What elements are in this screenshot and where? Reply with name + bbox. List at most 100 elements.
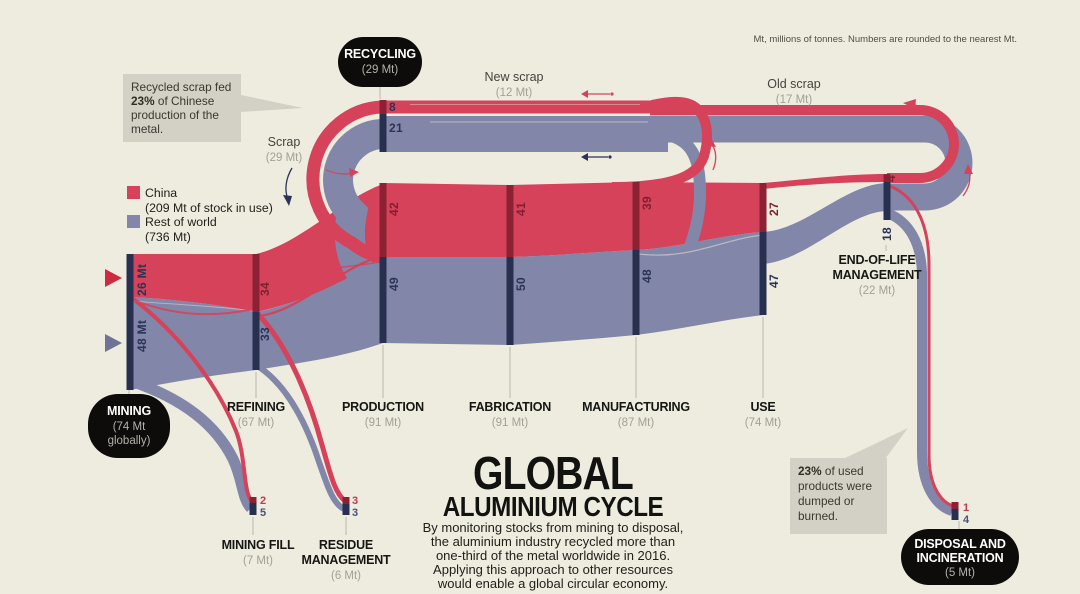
callout1-line2: 23% of Chinese — [131, 94, 215, 108]
label-manufacturing: MANUFACTURING — [582, 400, 690, 414]
flow-mining-to-mining-fill — [129, 296, 256, 512]
value-use-china: 27 — [767, 202, 781, 216]
title-p1: By monitoring stocks from mining to disp… — [423, 520, 684, 535]
label-refining-sub: (67 Mt) — [238, 417, 275, 429]
value-manufacturing-rest: 48 — [640, 269, 654, 283]
flow-manufacturing-use-rest — [636, 232, 763, 335]
flow-mining-refining-rest — [130, 297, 256, 390]
arrow-scrap-inner — [325, 168, 359, 177]
node-bar-mining-fill-china — [249, 497, 257, 503]
direction-arrows — [283, 90, 973, 206]
label-residue-1: RESIDUE — [319, 538, 373, 552]
value-use-rest: 47 — [767, 274, 781, 288]
node-bar-mining — [126, 254, 134, 390]
arrow-old-scrap-turn — [962, 164, 973, 197]
node-bar-recycling-rest — [379, 114, 387, 152]
arrow-new-scrap-left-china — [581, 90, 614, 98]
node-bar-manufacturing-china — [632, 182, 640, 250]
flow-refining-to-residue — [256, 312, 347, 512]
value-mining-rest: 48 Mt — [135, 320, 149, 352]
node-bars — [126, 100, 959, 520]
title-block: GLOBAL ALUMINIUM CYCLE By monitoring sto… — [423, 448, 684, 591]
pill-disposal: DISPOSAL AND INCINERATION (5 Mt) — [901, 529, 1019, 585]
label-manufacturing-sub: (87 Mt) — [618, 417, 655, 429]
arrow-scrap-down — [283, 167, 293, 206]
node-bar-disposal-rest — [951, 509, 959, 520]
value-refining-china: 34 — [258, 282, 272, 296]
units-note: Mt, millions of tonnes. Numbers are roun… — [754, 34, 1018, 45]
pill-recycling-label: RECYCLING — [344, 47, 416, 61]
label-eol-1: END-OF-LIFE — [839, 253, 916, 267]
label-new-scrap: New scrap — [484, 70, 543, 84]
flow-use-eol-china — [763, 174, 887, 189]
node-bar-eol-china — [883, 174, 891, 182]
node-bar-residue-rest — [342, 504, 350, 515]
callout2-line3: dumped or — [798, 494, 854, 508]
callout-dumped-burned: 23% of used products were dumped or burn… — [790, 428, 908, 534]
pill-recycling: RECYCLING (29 Mt) — [338, 37, 422, 87]
title-line2: ALUMINIUM CYCLE — [443, 493, 664, 523]
legend-swatch-rest — [127, 215, 140, 228]
title-line1: GLOBAL — [473, 448, 633, 500]
label-fabrication: FABRICATION — [469, 400, 551, 414]
label-residue-2: MANAGEMENT — [302, 553, 392, 567]
label-scrap-sub: (29 Mt) — [266, 152, 303, 164]
callout2-line2: products were — [798, 479, 873, 493]
leader-lines — [128, 87, 960, 535]
value-mining-china: 26 Mt — [135, 264, 149, 296]
node-bar-refining-rest — [252, 312, 260, 370]
node-bar-disposal-china — [951, 502, 959, 509]
label-eol-sub: (22 Mt) — [859, 285, 896, 297]
label-mining-fill-sub: (7 Mt) — [243, 555, 273, 567]
node-bar-fabrication-rest — [506, 257, 514, 345]
label-production: PRODUCTION — [342, 400, 424, 414]
pill-mining-label: MINING — [107, 404, 151, 418]
value-mining-fill-china: 2 — [260, 495, 266, 507]
flow-production-fabrication-rest — [383, 257, 510, 345]
pill-disposal-label1: DISPOSAL AND — [914, 537, 1006, 551]
pill-disposal-label2: INCINERATION — [917, 551, 1004, 565]
callout2-line1: 23% of used — [798, 464, 864, 478]
node-bar-fabrication-china — [506, 185, 514, 257]
label-use: USE — [750, 400, 775, 414]
label-mining-fill: MINING FILL — [222, 538, 295, 552]
flow-trade-crossings — [132, 255, 382, 318]
title-p4: Applying this approach to other resource… — [433, 562, 673, 577]
callout1-line3: production of the — [131, 108, 219, 122]
value-mining-fill-rest: 5 — [260, 507, 266, 519]
flow-production-fabrication-china — [383, 183, 510, 257]
flow-new-scrap-return — [611, 96, 712, 255]
value-residue-china: 3 — [352, 495, 358, 507]
value-eol-china: 4 — [884, 175, 898, 182]
value-disposal-rest: 4 — [963, 514, 970, 526]
flow-labels: Scrap (29 Mt) New scrap (12 Mt) Old scra… — [266, 70, 821, 164]
value-fabrication-china: 41 — [514, 202, 528, 216]
node-bar-use-rest — [759, 232, 767, 315]
value-production-china: 42 — [387, 202, 401, 216]
node-bar-residue-china — [342, 497, 350, 504]
value-eol-rest: 18 — [880, 227, 894, 241]
arrow-new-scrap-up — [707, 136, 717, 171]
label-eol-2: MANAGEMENT — [833, 268, 923, 282]
flow-fabrication-manufacturing-china — [510, 182, 636, 257]
input-marker-china-icon — [105, 269, 122, 287]
pill-mining-sub2: globally) — [108, 435, 151, 447]
value-recycling-china: 8 — [389, 100, 396, 114]
node-bar-refining-china — [252, 254, 260, 312]
node-bar-eol-rest — [883, 182, 891, 220]
flow-separators — [132, 104, 763, 312]
value-production-rest: 49 — [387, 277, 401, 291]
label-fabrication-sub: (91 Mt) — [492, 417, 529, 429]
arrow-old-scrap-top — [903, 99, 939, 119]
callout2-line4: burned. — [798, 509, 838, 523]
value-refining-rest: 33 — [258, 327, 272, 341]
label-new-scrap-sub: (12 Mt) — [496, 87, 533, 99]
label-scrap: Scrap — [268, 135, 301, 149]
node-bar-manufacturing-rest — [632, 250, 640, 335]
callout1-line4: metal. — [131, 122, 163, 136]
flow-refining-production-rest — [256, 258, 383, 370]
legend-swatch-china — [127, 186, 140, 199]
node-bar-production-china — [379, 183, 387, 257]
legend-rest-sub: (736 Mt) — [145, 230, 191, 244]
